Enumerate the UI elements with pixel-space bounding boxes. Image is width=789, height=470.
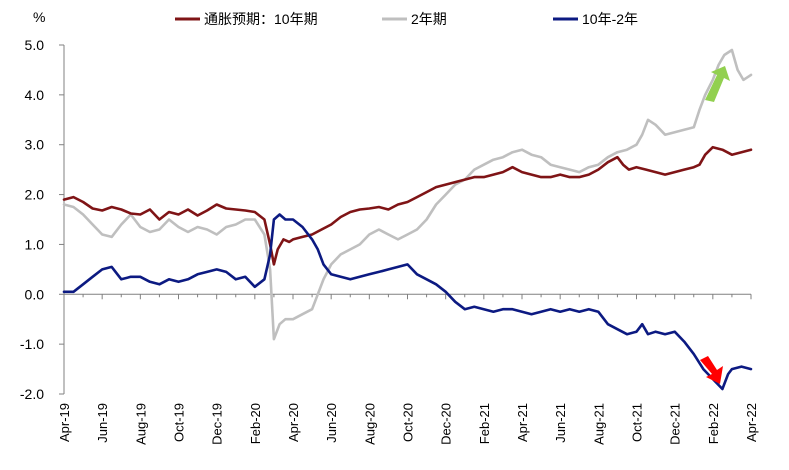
x-tick-label: Oct-21 bbox=[630, 403, 645, 442]
y-tick-label: -1.0 bbox=[20, 336, 44, 352]
x-tick-label: Jun-21 bbox=[553, 403, 568, 443]
x-tick-label: Feb-20 bbox=[248, 403, 263, 444]
x-tick-label: Aug-20 bbox=[362, 403, 377, 445]
down-arrow-icon bbox=[700, 356, 723, 384]
x-tick-label: Oct-20 bbox=[401, 403, 416, 442]
x-tick-label: Apr-22 bbox=[744, 403, 759, 442]
x-tick-label: Apr-21 bbox=[515, 403, 530, 442]
series-lines bbox=[62, 48, 753, 391]
x-tick-label: Jun-20 bbox=[324, 403, 339, 443]
x-axis: Apr-19 Jun-19 Aug-19 Oct-19 Dec-19 Feb-20 Apr-… bbox=[57, 293, 759, 445]
y-tick-label: 4.0 bbox=[25, 87, 45, 103]
x-tick-label: Jun-19 bbox=[95, 403, 110, 443]
y-tick-label: 1.0 bbox=[25, 236, 45, 252]
x-tick-label: Apr-20 bbox=[286, 403, 301, 442]
y-tick-label: 2.0 bbox=[25, 187, 45, 203]
x-tick-label: Dec-19 bbox=[210, 403, 225, 445]
x-tick-label: Aug-21 bbox=[591, 403, 606, 445]
x-tick-label: Feb-22 bbox=[706, 403, 721, 444]
series-line-2 bbox=[62, 213, 753, 391]
x-tick-label: Oct-19 bbox=[172, 403, 187, 442]
y-tick-label: -2.0 bbox=[20, 386, 44, 402]
series-line-1 bbox=[62, 48, 753, 341]
y-unit-label: % bbox=[33, 9, 45, 25]
y-tick-label: 5.0 bbox=[25, 37, 45, 53]
series-line-0 bbox=[62, 145, 753, 266]
x-tick-label: Feb-21 bbox=[477, 403, 492, 444]
x-tick-label: Aug-19 bbox=[133, 403, 148, 445]
y-tick-label: 0.0 bbox=[25, 286, 45, 302]
x-tick-label: Dec-20 bbox=[439, 403, 454, 445]
y-tick-label: 3.0 bbox=[25, 137, 45, 153]
legend-label: 通胀预期：10年期 bbox=[204, 11, 318, 27]
x-tick-label: Apr-19 bbox=[57, 403, 72, 442]
x-tick-label: Dec-21 bbox=[668, 403, 683, 445]
legend: 通胀预期：10年期 2年期 10年-2年 bbox=[175, 11, 638, 27]
y-axis: 5.0 4.0 3.0 2.0 1.0 0.0 -1.0 -2.0 bbox=[20, 37, 65, 402]
up-arrow-icon bbox=[705, 66, 730, 102]
legend-label: 10年-2年 bbox=[582, 11, 638, 27]
annotation-arrows bbox=[700, 66, 730, 384]
legend-label: 2年期 bbox=[411, 11, 447, 27]
